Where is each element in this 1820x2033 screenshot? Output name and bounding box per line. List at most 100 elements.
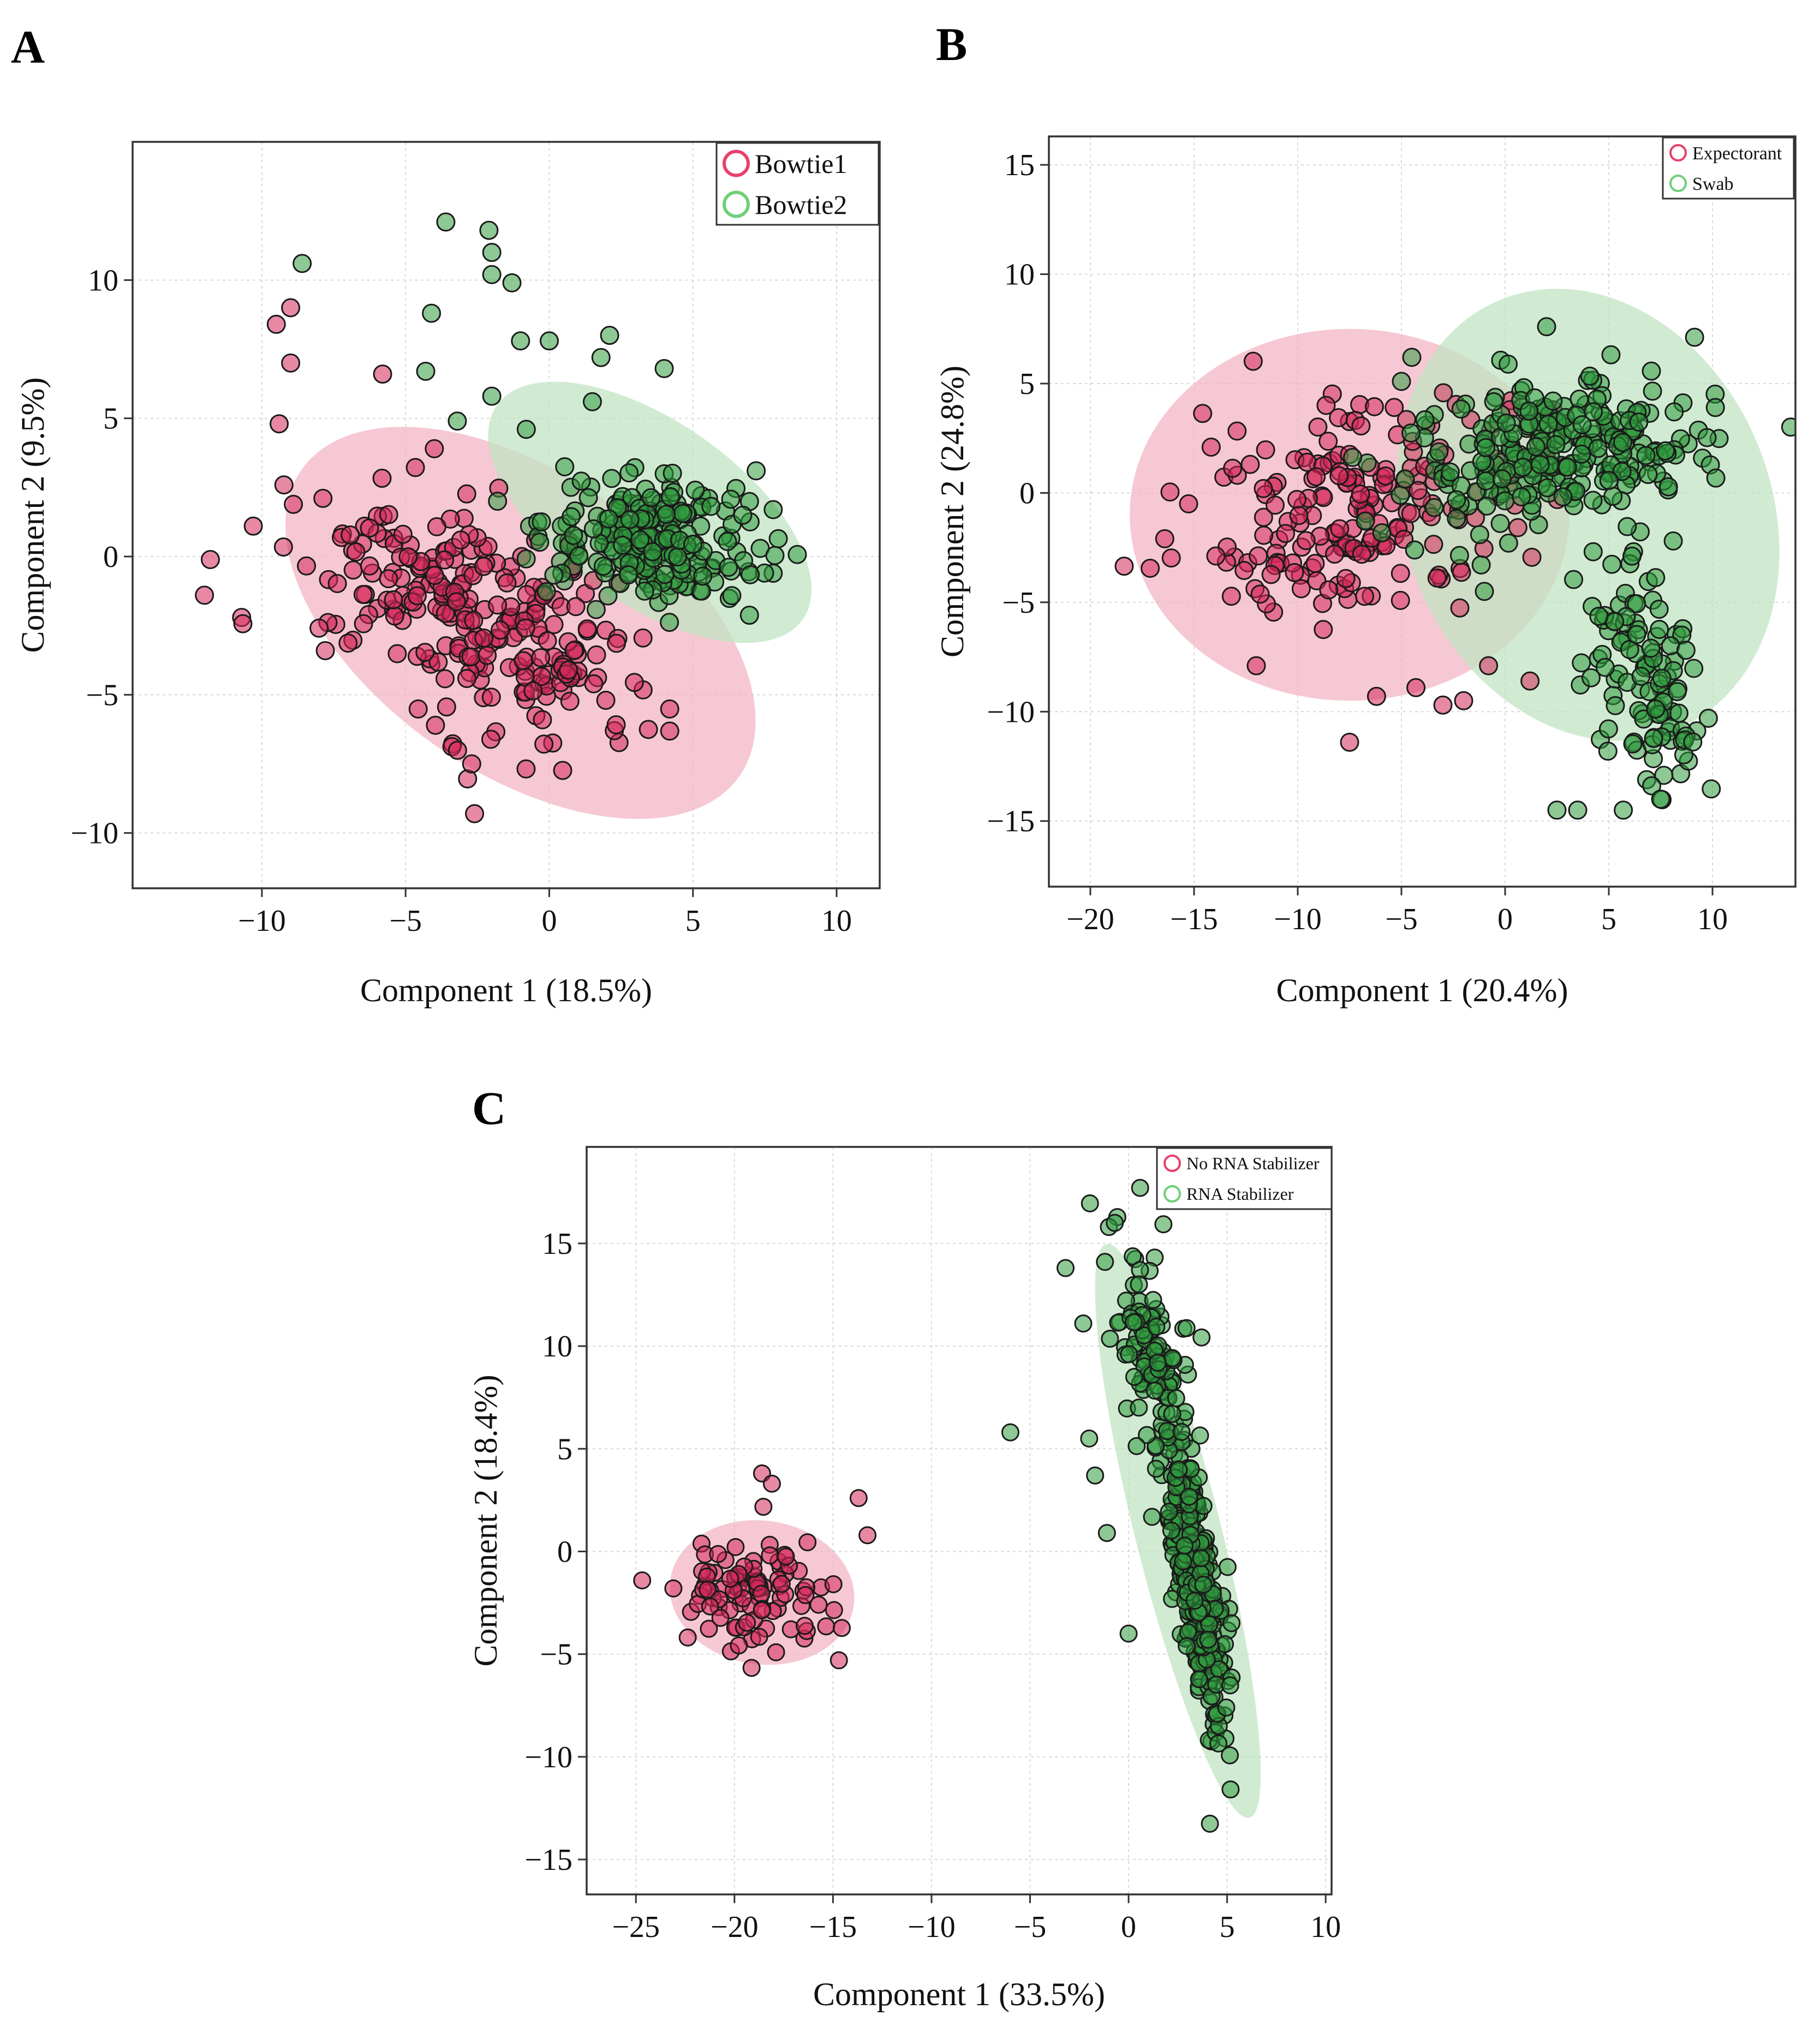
point-rna-stabilizer [1086, 1466, 1105, 1485]
y-axis-label: Component 2 (9.5%) [15, 378, 51, 653]
legend-marker-rna-stabilizer [1163, 1185, 1181, 1203]
point-swab [1484, 392, 1503, 411]
point-expectorant [1296, 531, 1316, 551]
point-bowtie1 [516, 759, 536, 779]
point-no-rna-stabilizer [699, 1580, 717, 1599]
legend-marker-swab [1669, 175, 1687, 192]
point-swab [1683, 732, 1703, 752]
point-bowtie1 [297, 556, 317, 576]
point-swab [1372, 523, 1392, 543]
point-rna-stabilizer [1135, 1326, 1153, 1344]
point-bowtie1 [606, 715, 626, 734]
point-rna-stabilizer [1217, 1698, 1236, 1717]
point-swab [1623, 734, 1643, 754]
y-tick-label: −5 [1002, 586, 1035, 620]
point-swab [1526, 437, 1545, 457]
point-bowtie1 [660, 699, 679, 719]
y-tick-label: −10 [70, 817, 118, 851]
point-rna-stabilizer [1221, 1676, 1239, 1695]
legend-label-bowtie1: Bowtie1 [755, 148, 847, 179]
point-bowtie1 [379, 569, 398, 589]
point-rna-stabilizer [1190, 1670, 1208, 1689]
point-bowtie2 [532, 512, 551, 531]
point-expectorant [1318, 432, 1338, 451]
point-rna-stabilizer [1175, 1536, 1194, 1555]
point-rna-stabilizer [1124, 1247, 1142, 1266]
legend-label-expectorant: Expectorant [1692, 143, 1782, 164]
point-expectorant [1364, 397, 1384, 416]
point-bowtie1 [660, 721, 679, 741]
point-bowtie2 [683, 534, 702, 554]
x-tick-label: 5 [685, 904, 701, 938]
point-bowtie2 [718, 531, 737, 551]
point-expectorant [1325, 545, 1345, 564]
point-bowtie2 [660, 487, 680, 506]
point-expectorant [1330, 519, 1350, 539]
point-expectorant [1287, 489, 1306, 509]
point-bowtie1 [584, 674, 604, 693]
point-bowtie1 [266, 314, 286, 334]
point-bowtie2 [763, 500, 783, 519]
point-swab [1581, 668, 1601, 687]
point-expectorant [1385, 398, 1404, 417]
point-no-rna-stabilizer [767, 1643, 785, 1661]
point-bowtie1 [437, 697, 456, 717]
point-bowtie1 [313, 488, 333, 508]
point-swab [1646, 568, 1666, 588]
point-rna-stabilizer [1097, 1524, 1116, 1542]
point-bowtie1 [270, 414, 289, 434]
point-swab [1685, 327, 1704, 347]
panel-letter: C [472, 1082, 506, 1134]
point-swab [1356, 511, 1375, 531]
point-bowtie2 [657, 505, 676, 524]
point-swab [1583, 491, 1603, 510]
point-bowtie2 [544, 565, 564, 585]
y-tick-label: 15 [1004, 148, 1035, 182]
point-swab [1543, 391, 1563, 411]
point-bowtie2 [668, 547, 688, 567]
point-rna-stabilizer [1125, 1367, 1143, 1386]
point-swab [1440, 462, 1460, 482]
point-swab [1538, 415, 1558, 434]
point-bowtie2 [660, 613, 679, 632]
point-bowtie2 [539, 331, 559, 351]
point-bowtie1 [481, 687, 501, 707]
point-bowtie1 [566, 597, 586, 617]
point-bowtie2 [641, 488, 661, 507]
point-bowtie1 [481, 730, 500, 749]
legend-marker-bowtie2 [723, 190, 750, 218]
x-tick-label: −10 [238, 904, 286, 938]
point-bowtie2 [583, 519, 603, 539]
point-bowtie2 [765, 546, 785, 565]
point-swab [1495, 491, 1515, 511]
point-swab [1702, 779, 1721, 799]
point-rna-stabilizer [1147, 1460, 1165, 1478]
point-bowtie2 [741, 565, 760, 584]
point-bowtie2 [482, 243, 502, 262]
point-expectorant [1223, 458, 1243, 478]
plot-frame [1048, 135, 1797, 888]
point-bowtie2 [511, 331, 530, 351]
point-bowtie1 [408, 699, 428, 719]
point-swab [1496, 413, 1516, 433]
x-tick-label: −20 [711, 1910, 759, 1944]
point-rna-stabilizer [1080, 1429, 1099, 1448]
point-bowtie1 [564, 641, 584, 660]
point-swab [1631, 666, 1651, 686]
x-tick-label: 0 [1497, 902, 1513, 936]
point-bowtie1 [435, 669, 455, 689]
point-swab [1698, 708, 1718, 728]
point-expectorant [1452, 563, 1471, 582]
point-expectorant [1285, 563, 1304, 582]
point-bowtie1 [385, 606, 404, 626]
legend: Bowtie1 Bowtie2 [715, 142, 880, 226]
point-rna-stabilizer [1057, 1259, 1075, 1277]
point-bowtie2 [722, 586, 742, 606]
x-tick-label: −5 [1014, 1910, 1047, 1944]
point-bowtie1 [435, 603, 455, 623]
point-rna-stabilizer [1130, 1275, 1148, 1294]
x-tick-label: −15 [1170, 902, 1218, 936]
point-bowtie1 [273, 537, 293, 557]
point-swab [1602, 554, 1622, 574]
point-rna-stabilizer [1209, 1734, 1228, 1753]
